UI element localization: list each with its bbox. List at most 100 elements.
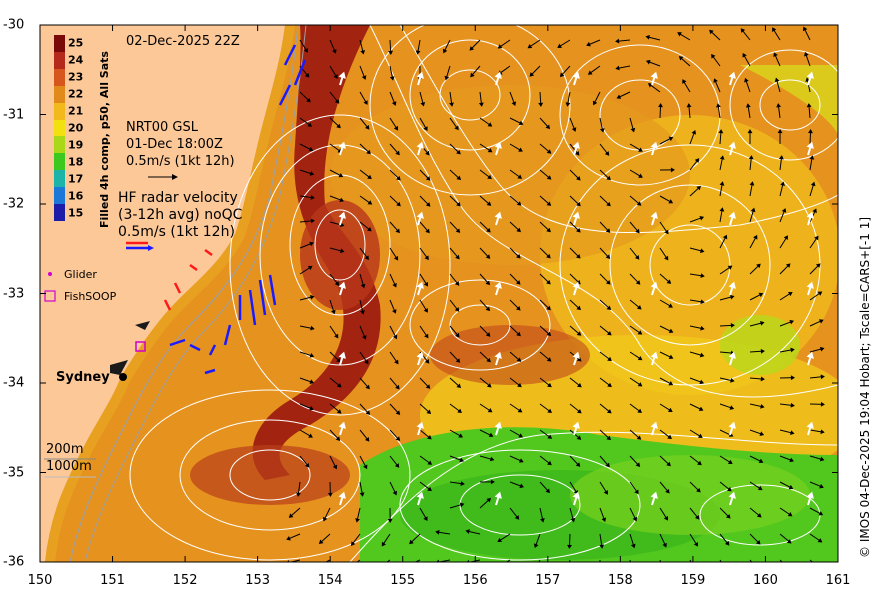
current-arrow-head [478, 102, 484, 107]
current-arrow-head [698, 406, 704, 411]
current-arrow-head [304, 463, 310, 468]
current-arrow-head [774, 77, 780, 83]
current-arrow-head [546, 357, 552, 362]
current-arrow-head [576, 227, 581, 233]
x-tick-label: 151 [100, 573, 125, 588]
x-tick-label: 158 [607, 573, 633, 588]
current-arrow-head [606, 305, 612, 310]
hf-scale-arrows [126, 241, 154, 251]
x-tick-label: 152 [172, 573, 198, 588]
current-arrow-head [637, 355, 643, 361]
x-tick-label: 153 [245, 573, 271, 588]
current-arrow-head [409, 539, 414, 545]
current-arrow-head [753, 234, 758, 240]
current-arrow-head [638, 147, 643, 152]
colorbar [54, 35, 65, 222]
drifter-arrow-head [650, 351, 658, 359]
current-arrow-head [308, 146, 314, 152]
drifter-arrow-head [728, 421, 736, 429]
drifter-arrow-head [728, 281, 736, 289]
x-tick-label: 150 [27, 573, 53, 588]
current-arrow-head [635, 280, 641, 285]
hf-title-line1: HF radar velocity [118, 190, 238, 206]
current-arrow-head [360, 310, 365, 315]
current-arrow-head [391, 101, 397, 106]
colorbar-tick-label: 23 [68, 70, 84, 84]
current-arrow-head [730, 377, 735, 383]
current-arrow-head [546, 253, 551, 259]
current-arrow-head [699, 248, 705, 254]
current-arrow-head [517, 408, 523, 413]
current-arrow-head [527, 43, 533, 49]
current-arrow-head [533, 543, 539, 549]
drifter-arrow-head [728, 71, 736, 79]
current-arrow-head [817, 291, 823, 296]
current-arrow [809, 559, 814, 562]
current-arrow-head [529, 72, 535, 77]
current-arrow-head [634, 489, 639, 495]
current-arrow-head [286, 535, 291, 541]
current-arrow-head [332, 49, 337, 54]
current-arrow-head [425, 384, 431, 389]
current-arrow-head [426, 409, 432, 415]
drifter-arrow-head [494, 281, 502, 289]
city-label-sydney: Sydney [56, 370, 110, 385]
current-arrow-head [819, 456, 825, 462]
drifter-arrow-head [728, 491, 736, 499]
current-arrow-head [420, 101, 426, 107]
current-arrow [468, 559, 481, 562]
current-arrow-head [820, 429, 825, 435]
current-arrow-head [788, 484, 794, 490]
colorbar-segment [54, 51, 65, 70]
current-arrow-head [516, 357, 522, 362]
current-arrow-head [339, 197, 345, 203]
current-arrow-head [810, 181, 816, 187]
current-arrow [356, 559, 361, 562]
drifter-arrow-head [572, 141, 580, 149]
current-arrow-head [332, 464, 338, 470]
current-arrow-head [303, 48, 308, 53]
nrt-time: 01-Dec 18:00Z [126, 137, 223, 152]
current-arrow-head [454, 281, 460, 286]
current-arrow-head [719, 155, 725, 160]
colorbar-segment [54, 119, 65, 137]
y-tick-label: -31 [3, 107, 25, 122]
x-tick-label: 154 [317, 573, 343, 588]
sst-map [40, 25, 838, 562]
current-arrow-head [760, 376, 765, 382]
current-arrow-head [809, 155, 815, 160]
drifter-arrow-head [338, 211, 346, 219]
current-arrow-head [336, 357, 341, 363]
current-arrow-head [514, 515, 520, 520]
current-arrow-head [638, 173, 643, 178]
current-arrow-head [546, 305, 551, 311]
drifter-arrow-head [338, 491, 346, 499]
current-arrow-head [691, 129, 697, 135]
current-arrow-head [606, 330, 612, 336]
current-arrow-head [455, 358, 461, 363]
current-arrow-head [749, 181, 755, 186]
current-arrow-head [576, 435, 582, 440]
colorbar-segment [54, 136, 65, 154]
current-arrow-head [456, 175, 462, 181]
current-arrow-head [740, 28, 746, 33]
current-arrow-head [818, 511, 824, 516]
current-arrow-head [454, 125, 459, 131]
drifter-arrow-head [494, 211, 502, 219]
current-arrow-head [606, 408, 612, 414]
current-arrow-head [387, 518, 393, 523]
current-arrow-head [469, 46, 475, 51]
current-arrow-head [456, 201, 461, 207]
current-arrow-head [781, 208, 787, 213]
current-arrow-head [444, 75, 450, 81]
current-arrow-head [546, 279, 551, 285]
drifter-arrow-head [806, 351, 814, 359]
current-arrow-head [519, 483, 525, 489]
colorbar-tick-label: 19 [68, 138, 84, 152]
current-arrow-head [730, 322, 735, 328]
current-arrow-head [647, 83, 653, 88]
current-arrow-head [360, 50, 366, 55]
current-arrow-head [575, 462, 581, 467]
x-tick-label: 155 [390, 573, 416, 588]
